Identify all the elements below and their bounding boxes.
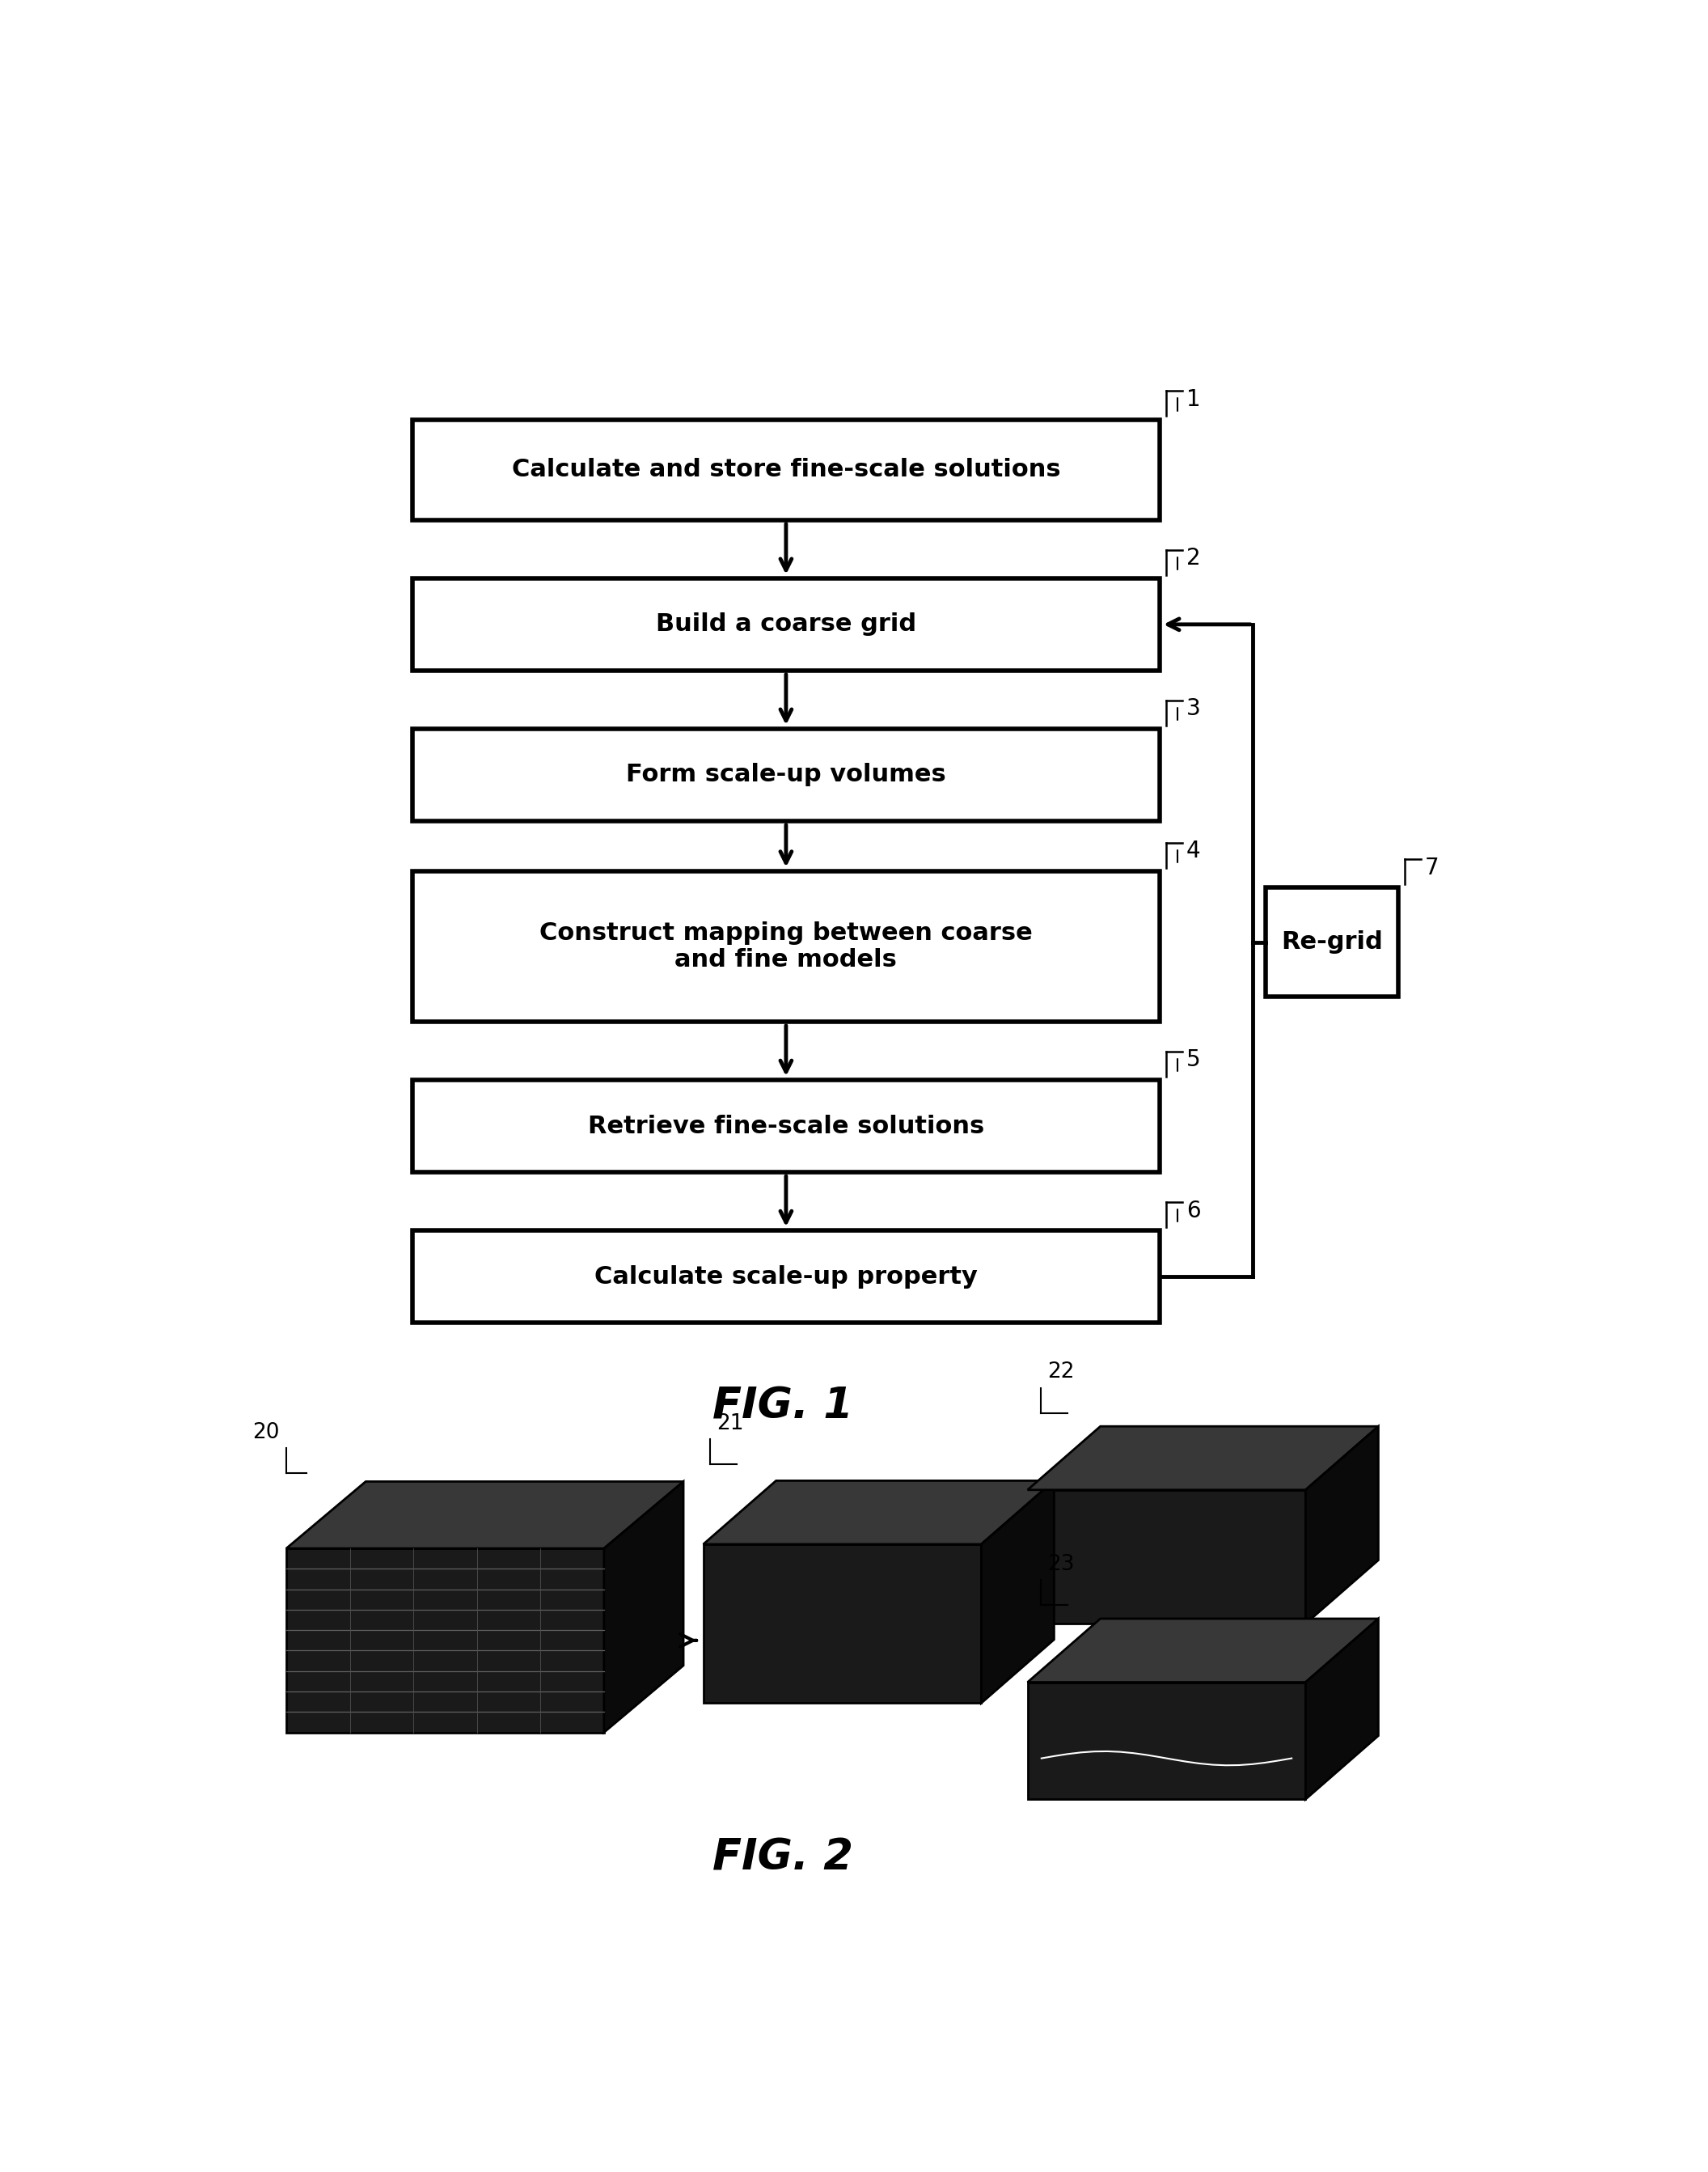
Polygon shape	[1028, 1618, 1378, 1681]
Polygon shape	[704, 1544, 980, 1703]
Polygon shape	[287, 1549, 605, 1733]
Text: 20: 20	[253, 1423, 280, 1442]
Text: Form scale-up volumes: Form scale-up volumes	[625, 762, 946, 786]
Text: Calculate and store fine-scale solutions: Calculate and store fine-scale solutions	[512, 458, 1061, 482]
Polygon shape	[1305, 1427, 1378, 1625]
FancyBboxPatch shape	[412, 1079, 1160, 1173]
FancyBboxPatch shape	[412, 419, 1160, 519]
Polygon shape	[1028, 1427, 1378, 1490]
Text: 2: 2	[1187, 547, 1201, 569]
FancyBboxPatch shape	[412, 871, 1160, 1021]
Text: Retrieve fine-scale solutions: Retrieve fine-scale solutions	[588, 1114, 984, 1138]
Polygon shape	[1028, 1681, 1305, 1798]
Polygon shape	[605, 1481, 683, 1733]
Polygon shape	[980, 1481, 1054, 1703]
Text: 1: 1	[1187, 389, 1201, 411]
Text: 7: 7	[1424, 856, 1438, 880]
Text: 6: 6	[1187, 1199, 1201, 1223]
FancyBboxPatch shape	[412, 578, 1160, 671]
Text: 22: 22	[1047, 1362, 1074, 1384]
Text: 21: 21	[717, 1412, 743, 1434]
Text: FIG. 2: FIG. 2	[712, 1838, 852, 1879]
Text: 4: 4	[1187, 841, 1201, 862]
Polygon shape	[704, 1481, 1054, 1544]
Text: Re-grid: Re-grid	[1281, 930, 1383, 954]
FancyBboxPatch shape	[1266, 888, 1399, 997]
Text: 5: 5	[1187, 1049, 1201, 1071]
Polygon shape	[1028, 1490, 1305, 1625]
Text: Build a coarse grid: Build a coarse grid	[656, 613, 915, 636]
Text: FIG. 1: FIG. 1	[712, 1386, 852, 1427]
FancyBboxPatch shape	[412, 1232, 1160, 1323]
Text: 3: 3	[1187, 697, 1201, 721]
Text: 23: 23	[1047, 1555, 1074, 1575]
Polygon shape	[1305, 1618, 1378, 1798]
Text: Calculate scale-up property: Calculate scale-up property	[594, 1264, 977, 1288]
Polygon shape	[287, 1481, 683, 1549]
FancyBboxPatch shape	[412, 730, 1160, 821]
Text: Construct mapping between coarse
and fine models: Construct mapping between coarse and fin…	[540, 921, 1033, 971]
